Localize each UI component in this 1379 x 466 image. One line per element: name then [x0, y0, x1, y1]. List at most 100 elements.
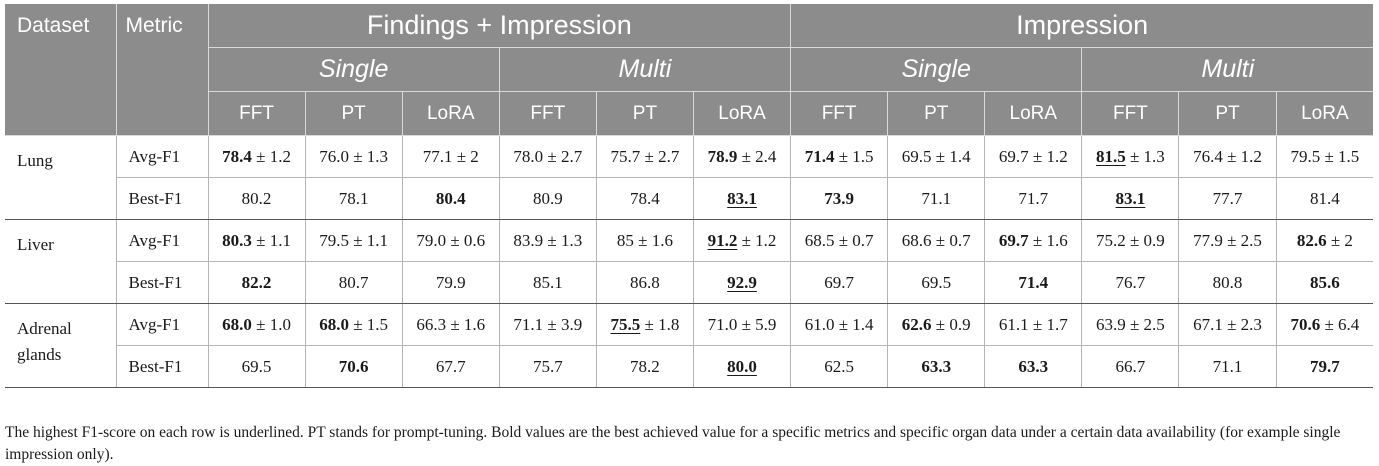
metric-cell: Best-F1 [116, 261, 209, 304]
value-cell: 75.7 ± 2.7 [596, 135, 694, 178]
value-cell: 85 ± 1.6 [596, 219, 694, 262]
value-main: 68.5 [804, 230, 835, 250]
header-group-impression: Impression [790, 4, 1374, 48]
value-main: 77.9 [1193, 230, 1223, 250]
header-row-subgroups: Single Multi Single Multi [5, 47, 1374, 92]
value-cell: 85.1 [499, 261, 597, 304]
value-stddev: ± 3.9 [543, 314, 583, 334]
value-main: 80.3 [222, 230, 252, 250]
value-main: 75.5 [610, 314, 641, 334]
value-stddev: ± 0.7 [931, 230, 971, 250]
header-method: LoRA [984, 91, 1083, 136]
value-main: 80.9 [532, 188, 563, 208]
value-main: 78.2 [630, 356, 660, 376]
value-main: 79.0 [416, 230, 447, 250]
value-cell: 67.1 ± 2.3 [1178, 303, 1277, 346]
value-cell: 78.4 ± 1.2 [208, 135, 306, 178]
table-row: Best-F1 69.5 70.6 67.7 75.7 78.2 80.0 62.5 63.3 6… [5, 345, 1374, 388]
value-cell: 78.4 [596, 177, 694, 220]
value-main: 80.2 [241, 188, 272, 208]
header-method: FFT [1081, 91, 1180, 136]
value-main: 63.3 [921, 356, 952, 376]
value-cell: 83.1 [1081, 177, 1180, 220]
value-main: 80.7 [338, 272, 369, 292]
value-stddev: ± 1.0 [251, 314, 291, 334]
dataset-cell: Liver [5, 219, 117, 304]
header-subgroup-single: Single [208, 47, 500, 92]
value-main: 71.4 [804, 146, 835, 166]
value-cell: 75.2 ± 0.9 [1081, 219, 1180, 262]
value-stddev: ± 1.3 [348, 146, 389, 166]
value-main: 69.5 [901, 146, 932, 166]
value-main: 73.9 [824, 188, 854, 208]
value-stddev: ± 0.7 [834, 230, 874, 250]
value-cell: 62.5 [790, 345, 889, 388]
value-cell: 78.9 ± 2.4 [693, 135, 792, 178]
value-cell: 77.9 ± 2.5 [1178, 219, 1277, 262]
value-main: 71.0 [707, 314, 738, 334]
header-metric: Metric [116, 4, 209, 136]
value-stddev: ± 1.5 [348, 314, 389, 334]
value-cell: 69.5 ± 1.4 [887, 135, 986, 178]
value-main: 78.9 [707, 146, 738, 166]
value-cell: 80.9 [499, 177, 597, 220]
value-main: 67.1 [1193, 314, 1223, 334]
table-header: Dataset Metric Findings + Impression Imp… [5, 4, 1374, 136]
value-main: 83.1 [1115, 188, 1146, 208]
value-main: 69.5 [241, 356, 272, 376]
value-cell: 85.6 [1276, 261, 1374, 304]
value-cell: 79.7 [1276, 345, 1374, 388]
value-cell: 67.7 [402, 345, 500, 388]
value-main: 86.8 [630, 272, 660, 292]
header-method: LoRA [1276, 91, 1374, 136]
dataset-label: Liver [17, 235, 54, 254]
value-cell: 82.6 ± 2 [1276, 219, 1374, 262]
value-main: 70.6 [1290, 314, 1321, 334]
value-cell: 79.5 ± 1.5 [1276, 135, 1374, 178]
value-stddev: ± 1.3 [1125, 146, 1165, 166]
value-stddev: ± 2 [452, 146, 479, 166]
header-method: PT [887, 91, 986, 136]
value-main: 70.6 [338, 356, 369, 376]
value-main: 78.1 [338, 188, 369, 208]
value-cell: 73.9 [790, 177, 889, 220]
table-row: Lung Avg-F1 78.4 ± 1.2 76.0 ± 1.3 77.1 ± 2 78… [5, 135, 1374, 220]
value-main: 62.6 [901, 314, 932, 334]
value-cell: 69.7 ± 1.6 [984, 219, 1083, 262]
value-stddev: ± 1.6 [633, 230, 673, 250]
value-cell: 62.6 ± 0.9 [887, 303, 986, 346]
value-main: 66.7 [1115, 356, 1146, 376]
value-cell: 69.7 ± 1.2 [984, 135, 1083, 178]
value-main: 69.7 [998, 230, 1029, 250]
table-row: Best-F1 82.2 80.7 79.9 85.1 86.8 92.9 69.7 69.5 7… [5, 261, 1374, 304]
value-cell: 83.1 [693, 177, 792, 220]
value-cell: 76.7 [1081, 261, 1180, 304]
value-cell: 80.3 ± 1.1 [208, 219, 306, 262]
value-main: 68.6 [901, 230, 932, 250]
header-subgroup-multi: Multi [499, 47, 792, 92]
value-main: 71.1 [921, 188, 952, 208]
header-row-methods: FFT PT LoRA FFT PT LoRA FFT PT LoRA FFT … [5, 91, 1374, 136]
value-main: 79.9 [435, 272, 466, 292]
value-cell: 80.2 [208, 177, 306, 220]
value-main: 69.7 [824, 272, 854, 292]
value-cell: 69.5 [208, 345, 306, 388]
value-cell: 61.0 ± 1.4 [790, 303, 889, 346]
value-cell: 83.9 ± 1.3 [499, 219, 597, 262]
value-stddev: ± 2 [1326, 230, 1353, 250]
value-main: 82.6 [1296, 230, 1327, 250]
value-cell: 75.7 [499, 345, 597, 388]
value-cell: 77.7 [1178, 177, 1277, 220]
header-row-groups: Dataset Metric Findings + Impression Imp… [5, 4, 1374, 136]
value-cell: 68.5 ± 0.7 [790, 219, 889, 262]
metric-cell: Avg-F1 [116, 303, 209, 346]
dataset-label: Lung [17, 151, 53, 170]
value-main: 76.0 [319, 146, 349, 166]
value-stddev: ± 0.9 [1125, 230, 1165, 250]
value-main: 71.1 [513, 314, 544, 334]
header-method: FFT [790, 91, 889, 136]
value-cell: 76.0 ± 1.3 [305, 135, 403, 178]
value-stddev: ± 2.7 [543, 146, 583, 166]
value-main: 68.0 [319, 314, 349, 334]
value-stddev: ± 0.9 [931, 314, 971, 334]
